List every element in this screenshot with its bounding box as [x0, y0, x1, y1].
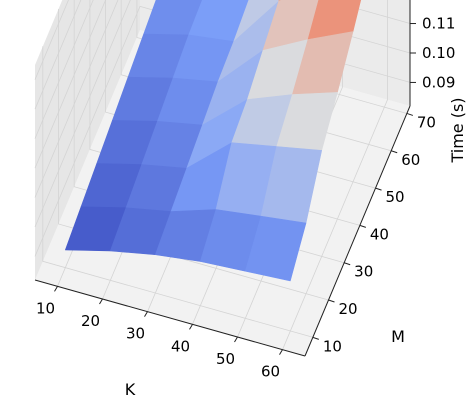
- y-tick-label: 50: [386, 188, 405, 206]
- x-axis-label: K: [125, 380, 136, 399]
- tick-labels: 10 20 30 40 50 60 10 20 30 40 50 60 70 0.09 0.10 0.11 0.…: [36, 0, 455, 381]
- y-axis-label: M: [391, 327, 405, 346]
- y-axis-line: [304, 105, 411, 357]
- grid-line-time: [34, 0, 107, 169]
- x-tick-mark: [144, 311, 148, 317]
- x-tick-label: 20: [81, 312, 100, 330]
- x-tick-label: 10: [36, 299, 55, 317]
- surface-patch: [245, 215, 307, 282]
- x-tick-label: 30: [126, 325, 145, 343]
- z-tick-label: 0.11: [422, 15, 455, 33]
- x-tick-mark: [99, 298, 103, 305]
- y-tick-mark: [328, 299, 335, 303]
- y-tick-label: 60: [401, 151, 420, 169]
- grid-line-k: [282, 0, 388, 350]
- y-tick-mark: [359, 224, 367, 228]
- surface-mesh: [65, 0, 362, 282]
- grid-line-time: [34, 0, 82, 110]
- y-tick-mark: [375, 187, 382, 191]
- y-tick-mark: [391, 150, 398, 154]
- z-tick-label: 0.09: [422, 73, 455, 91]
- z-axis-label: Time (s): [448, 97, 467, 163]
- z-tick-label: 0.12: [422, 0, 455, 3]
- y-tick-label: 70: [417, 113, 436, 131]
- z-tick-label: 0.10: [422, 44, 455, 62]
- y-tick-mark: [344, 262, 351, 266]
- x-tick-label: 50: [216, 350, 235, 368]
- x-tick-label: 40: [171, 337, 190, 355]
- y-tick-mark: [312, 336, 319, 340]
- x-tick-mark: [279, 349, 283, 355]
- grid-line-time: [34, 0, 411, 198]
- y-tick-label: 20: [339, 300, 358, 318]
- y-tick-mark: [406, 112, 414, 116]
- axis-lines: [34, 0, 416, 357]
- side-pane: [35, 0, 140, 280]
- y-tick-label: 30: [354, 263, 373, 281]
- y-tick-label: 10: [323, 337, 342, 355]
- grid-line-m: [58, 9, 329, 301]
- y-tick-label: 40: [370, 225, 389, 243]
- x-tick-mark: [54, 286, 58, 292]
- x-axis-line: [34, 279, 306, 357]
- x-tick-label: 60: [261, 363, 280, 381]
- grid-line-time: [34, 0, 94, 139]
- x-tick-mark: [234, 336, 238, 343]
- grid-line-m: [42, 46, 313, 338]
- x-tick-mark: [189, 324, 193, 330]
